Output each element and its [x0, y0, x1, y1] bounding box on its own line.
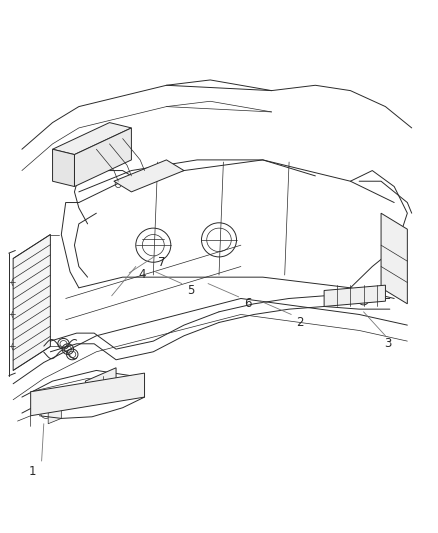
- Polygon shape: [381, 213, 407, 304]
- Polygon shape: [85, 368, 116, 403]
- Text: 4: 4: [138, 268, 146, 281]
- Polygon shape: [324, 285, 385, 306]
- Polygon shape: [31, 373, 145, 416]
- Polygon shape: [13, 235, 50, 370]
- Text: 7: 7: [158, 256, 166, 269]
- Polygon shape: [53, 149, 74, 187]
- Text: 6: 6: [244, 297, 251, 310]
- Polygon shape: [53, 123, 131, 155]
- Text: 2: 2: [296, 316, 304, 329]
- Text: 3: 3: [384, 337, 391, 350]
- Polygon shape: [74, 128, 131, 187]
- Polygon shape: [114, 160, 184, 192]
- Text: 1: 1: [29, 465, 37, 478]
- Text: 5: 5: [187, 284, 194, 297]
- Polygon shape: [48, 408, 61, 424]
